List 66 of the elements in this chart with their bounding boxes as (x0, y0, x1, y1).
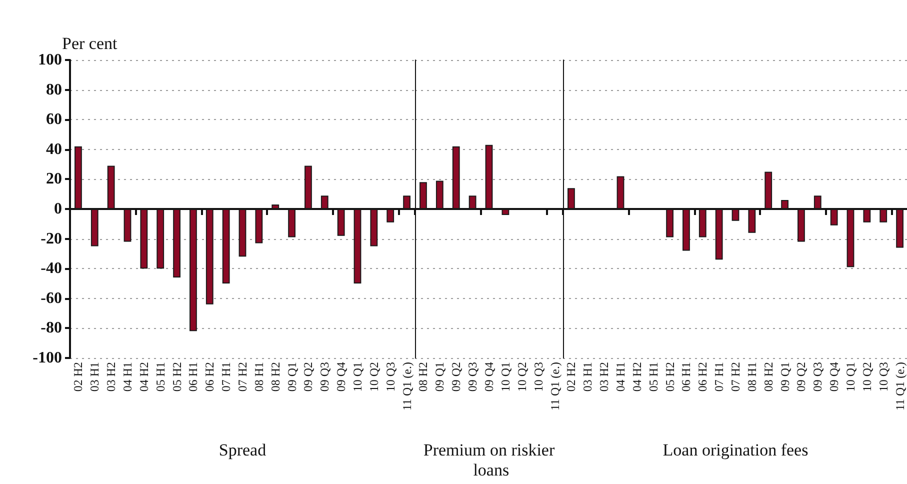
x-tick-label: 06 H2 (696, 362, 710, 392)
x-tick-label: 07 H2 (728, 362, 742, 392)
x-tick-label: 02 H2 (71, 362, 86, 392)
x-tick-label: 09 Q3 (466, 362, 480, 392)
x-tick-label: 04 H1 (120, 362, 134, 392)
x-tick-label: 10 Q2 (366, 362, 381, 392)
x-tick-label: 10 Q2 (860, 362, 874, 392)
x-tick-label: 10 Q2 (514, 362, 529, 392)
x-tick-label: 07 H1 (712, 362, 726, 392)
y-tick-label: 40 (46, 140, 62, 158)
x-tick-label: 10 Q1 (350, 362, 364, 392)
x-tick-label: 03 H1 (88, 362, 102, 392)
y-tick-label: 80 (46, 81, 62, 98)
x-tick-label: 03 H2 (597, 362, 612, 392)
x-tick-label: 09 Q1 (778, 362, 792, 392)
x-tick-label: 08 H2 (268, 362, 282, 392)
x-tick-label: 09 Q2 (301, 362, 316, 392)
x-tick-label: 03 H1 (580, 362, 595, 392)
x-tick-label: 09 Q4 (334, 362, 348, 392)
x-tick-label: 02 H2 (564, 362, 578, 392)
x-tick-label: 09 Q2 (449, 362, 464, 392)
y-tick-label: -100 (32, 350, 62, 366)
y-tick-label: 60 (46, 111, 62, 128)
x-tick-label: 05 H1 (646, 362, 660, 392)
x-tick-label: 10 Q3 (531, 362, 546, 392)
x-tick-label: 09 Q4 (482, 362, 496, 392)
x-tick-label: 09 Q3 (318, 362, 332, 392)
y-tick-label: -40 (40, 260, 62, 278)
y-tick-label: 20 (46, 170, 62, 188)
x-tick-label: 09 Q2 (794, 362, 808, 392)
x-tick-label: 09 Q1 (432, 362, 447, 392)
x-tick-label: 05 H1 (153, 362, 168, 392)
x-tick-label: 10 Q1 (498, 362, 512, 392)
x-tick-label: 04 H2 (136, 362, 151, 392)
x-tick-label: 07 H1 (219, 362, 234, 392)
x-tick-label: 08 H1 (744, 362, 759, 392)
y-tick-label: -80 (40, 320, 62, 337)
x-axis-title: Premium on riskier loans (423, 440, 555, 480)
x-tick-label: 10 Q3 (876, 362, 890, 392)
y-tick-label: 0 (54, 200, 62, 218)
x-tick-label: 07 H2 (236, 362, 250, 392)
x-tick-label: 08 H2 (761, 362, 776, 392)
x-tick-label: 04 H2 (630, 362, 644, 392)
x-tick-label: 06 H1 (679, 362, 694, 392)
x-tick-label: 05 H2 (170, 362, 184, 392)
x-tick-label: 08 H2 (416, 362, 430, 392)
x-axis-title: Loan origination fees (662, 440, 808, 460)
x-tick-label: 11 Q1 (e.) (548, 362, 562, 411)
x-tick-label: 09 Q1 (284, 362, 299, 392)
x-tick-label: 10 Q3 (383, 362, 398, 392)
y-tick-label: -20 (40, 230, 62, 248)
y-tick-label: 100 (38, 52, 62, 68)
x-tick-label: 08 H1 (252, 362, 266, 392)
x-tick-label: 09 Q4 (827, 362, 842, 392)
x-tick-label: 05 H2 (662, 362, 677, 392)
x-tick-label: 03 H2 (104, 362, 118, 392)
x-tick-label: 11 Q1 (e.) (400, 362, 414, 411)
x-tick-label: 06 H1 (186, 362, 200, 392)
y-axis-title: Per cent (62, 34, 118, 54)
x-tick-label: 11 Q1 (e.) (892, 362, 907, 411)
x-axis-title: Spread (218, 440, 267, 460)
y-tick-label: -60 (40, 290, 62, 307)
x-tick-label: 10 Q1 (844, 362, 858, 392)
x-tick-label: 09 Q3 (810, 362, 825, 392)
x-tick-label: 04 H1 (614, 362, 628, 392)
x-tick-label: 06 H2 (202, 362, 217, 392)
